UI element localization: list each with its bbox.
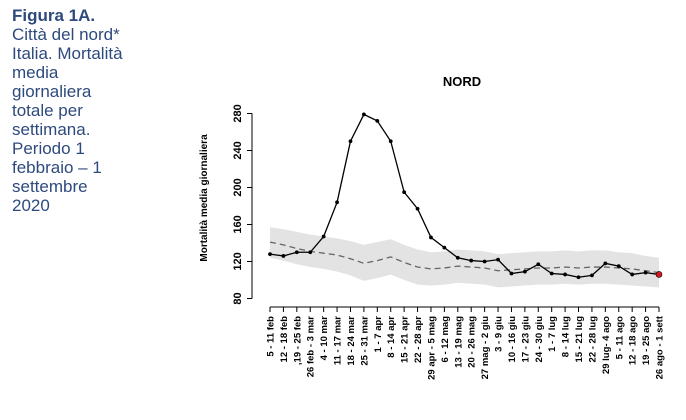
x-tick-label: 5 - 11 ago (614, 316, 625, 359)
data-point (536, 262, 541, 267)
chart-title: NORD (443, 74, 481, 89)
caption-line: giornaliera (12, 82, 92, 101)
caption-title: Figura 1A. (12, 6, 96, 25)
expected-mortality-line (269, 241, 660, 274)
data-point (375, 119, 380, 123)
x-tick-label: 12 - 18 feb (279, 316, 290, 363)
x-tick-label: 13 - 19 mag (453, 316, 464, 368)
x-tick-label: 24 - 30 giu (534, 316, 545, 363)
data-point (509, 271, 514, 276)
data-point (308, 250, 313, 255)
x-tick-label: 8 - 14 lug (561, 316, 572, 357)
data-point (402, 190, 407, 195)
x-tick-label: 22 - 28 apr (413, 316, 424, 363)
caption-line: media (12, 63, 59, 82)
caption-line: 2020 (12, 196, 50, 215)
confidence-band (270, 227, 659, 288)
x-tick-label: 19 - 25 ago (641, 316, 652, 365)
x-tick-label: 10 - 16 giu (507, 316, 518, 363)
x-tick-label: 26 feb - 3 mar (306, 316, 317, 378)
x-tick-label: 29 lug- 4 ago (601, 316, 612, 374)
last-data-point (655, 271, 663, 278)
data-point (590, 273, 594, 278)
data-point (335, 200, 339, 205)
x-tick-label: ,19 - 25 feb (292, 316, 303, 365)
x-tick-label: 29 apr - 5 mag (426, 316, 437, 380)
x-tick-label: 26 ago - 1 sett (655, 315, 666, 379)
data-point (361, 112, 366, 117)
x-tick-label: 4 - 10 mar (319, 316, 330, 361)
data-point (603, 261, 608, 266)
observed-mortality-line (269, 113, 660, 278)
caption-line: febbraio – 1 (12, 158, 102, 177)
x-tick-label: 12 - 18 ago (628, 316, 639, 365)
data-point (576, 275, 581, 280)
data-point (549, 271, 554, 276)
x-tick-label: 25 - 31 mar (359, 316, 370, 366)
x-tick-label: 18 - 24 mar (346, 316, 357, 366)
x-tick-label: 6 - 12 mag (440, 316, 451, 363)
y-tick-label: 120 (232, 252, 244, 270)
data-point (268, 252, 272, 256)
data-point (415, 206, 420, 211)
y-tick-label: 80 (232, 292, 244, 304)
caption-line: Città del nord* (12, 25, 120, 44)
data-point (294, 250, 299, 255)
x-tick-label: 11 - 17 mar (333, 316, 344, 365)
x-tick-label: 3 - 9 giu (494, 316, 505, 352)
x-tick-label: 1 - 7 apr (373, 316, 384, 353)
data-point (616, 264, 621, 269)
caption-line: settimana. (12, 120, 91, 139)
x-tick-label: 15 - 21 lug (574, 316, 585, 363)
x-tick-label: 15 - 21 apr (400, 316, 411, 363)
data-point (482, 259, 487, 264)
x-tick-label: 22 - 28 lug (587, 316, 598, 363)
x-tick-label: 17 - 23 giu (520, 316, 531, 363)
data-point (643, 270, 648, 275)
data-point (321, 234, 326, 239)
data-point (281, 254, 286, 258)
data-point (630, 272, 635, 277)
x-tick-label: 8 - 14 apr (386, 316, 397, 358)
x-tick-label: 1 - 7 lug (547, 316, 558, 352)
data-point (563, 272, 568, 277)
data-point (429, 235, 433, 240)
data-point (442, 245, 447, 250)
caption-line: settembre (12, 177, 88, 196)
data-point (455, 255, 460, 260)
y-tick-label: 240 (232, 141, 244, 159)
y-tick-label: 200 (232, 178, 244, 196)
data-point (388, 139, 393, 144)
y-tick-label: 280 (232, 104, 244, 122)
data-point (348, 139, 353, 144)
figure-caption: Figura 1A. Città del nord* Italia. Morta… (12, 6, 172, 215)
x-tick-label: 5 - 11 feb (266, 316, 277, 357)
caption-line: Periodo 1 (12, 139, 85, 158)
data-point (496, 257, 500, 262)
y-tick-label: 160 (232, 215, 244, 233)
x-tick-label: 20 - 26 mag (467, 316, 478, 368)
caption-line: Italia. Mortalità (12, 44, 123, 63)
x-tick-label: 27 mag - 2 giu (480, 316, 491, 380)
data-point (469, 258, 474, 263)
y-axis-label: Mortalità media giornaliera (199, 134, 210, 262)
caption-line: totale per (12, 101, 83, 120)
data-point (522, 269, 527, 274)
